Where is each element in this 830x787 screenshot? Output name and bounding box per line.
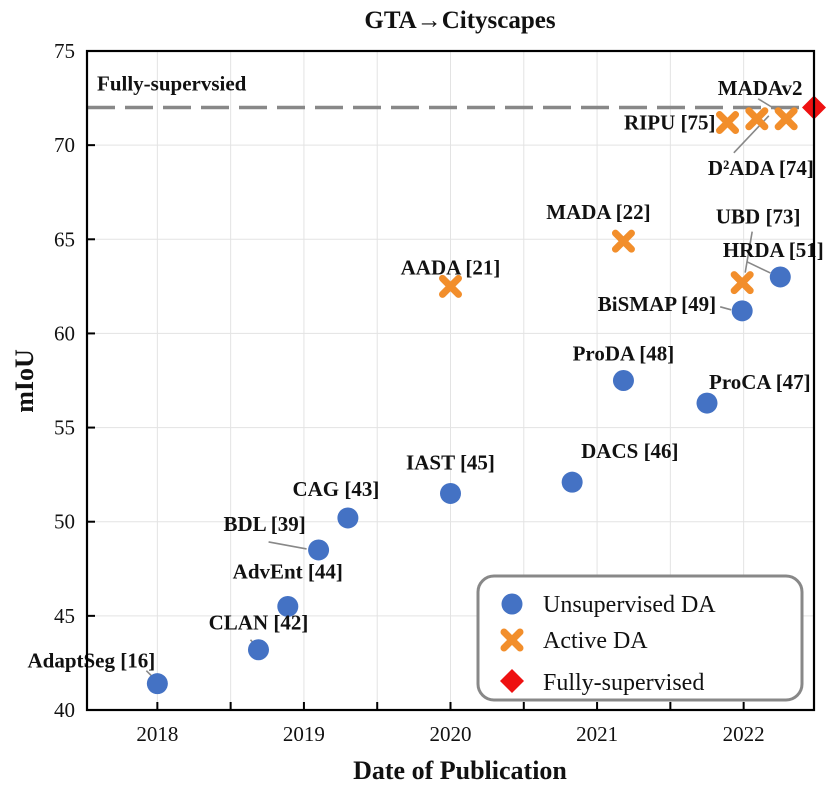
unsupervised-da-point-proda-48-label: ProDA [48] [573,342,675,366]
x-tick-label: 2019 [283,722,325,746]
unsupervised-da-point-cag-43-label: CAG [43] [292,477,379,501]
legend-marker-unsupervised-da [501,593,523,615]
grid [87,51,814,710]
legend-label-unsupervised-da: Unsupervised DA [543,592,716,618]
x-axis-title: Date of Publication [353,756,567,785]
y-tick-label: 65 [54,227,75,251]
unsupervised-da-point-hrda-51 [769,266,791,288]
legend-marker-active-da [500,628,524,652]
active-da-point-ubd-73-leader [744,231,753,273]
unsupervised-da-point-dacs-46-label: DACS [46] [581,439,678,463]
point-labels: AdaptSeg [16] CLAN [42] AdvEnt [44] BDL [39… [27,76,823,673]
y-tick-label: 45 [54,604,75,628]
unsupervised-da-point-bismap-49 [731,300,753,322]
y-tick-label: 40 [54,698,75,722]
x-tick-label: 2022 [723,722,765,746]
active-da-point-ripu-75-label: RIPU [75] [624,111,716,135]
unsupervised-da-point-bismap-49-label: BiSMAP [49] [598,292,716,316]
data-marks [146,95,826,695]
active-da-point-d-ada-74-stroke [745,107,769,131]
legend-label-fully-supervised: Fully-supervised [543,670,704,696]
active-da-point-ubd-73-label: UBD [73] [716,205,801,229]
legend-marker-active-da-stroke [500,628,524,652]
y-tick-label: 55 [54,416,75,440]
active-da-point-ubd-73 [730,271,754,295]
unsupervised-da-point-dacs-46 [561,471,583,493]
unsupervised-da-point-adaptseg-16 [146,673,168,695]
unsupervised-da-point-clan-42 [247,639,269,661]
unsupervised-da-point-proda-48 [612,370,634,391]
active-da-point-aada-21 [439,274,462,298]
active-da-point-d-ada-74 [745,107,769,131]
unsupervised-da-point-advent-44-label: AdvEnt [44] [233,559,343,583]
active-da-point-aada-21-label: AADA [21] [401,255,501,279]
active-da-point-aada-21-stroke [439,274,462,298]
y-tick-label: 60 [54,321,75,345]
x-tick-label: 2018 [136,722,178,746]
active-da-point-ubd-73-stroke [730,271,754,295]
unsupervised-da-point-proca-47 [696,392,718,414]
unsupervised-da-point-iast-45-label: IAST [45] [406,450,495,474]
active-da-point-ripu-75 [716,111,740,135]
unsupervised-da-point-advent-44 [277,595,299,617]
legend-box [476,574,804,702]
legend-markers [500,593,524,693]
legend-marker-fully-supervised [500,669,524,693]
active-da-point-mada-22-stroke [611,229,635,253]
active-da-point-d-ada-74-label: D²ADA [74] [708,156,814,180]
y-axis-title: mIoU [10,349,39,413]
fully-supervised-line-label: Fully-supervsied [97,71,247,95]
active-da-point-madav2 [774,107,798,131]
legend: Unsupervised DA Active DA Fully-supervis… [476,574,804,702]
x-tick-label: 2020 [430,722,472,746]
legend-label-active-da: Active DA [543,628,648,654]
y-tick-label: 70 [54,133,75,157]
y-tick-label: 75 [54,39,75,63]
unsupervised-da-point-bismap-49-leader [719,306,732,311]
unsupervised-da-point-adaptseg-16-label: AdaptSeg [16] [27,649,155,673]
active-da-point-madav2-stroke [774,107,798,131]
active-da-point-ripu-75-stroke [716,111,740,135]
chart-title: GTA→Cityscapes [364,7,555,34]
unsupervised-da-point-proca-47-label: ProCA [47] [709,370,811,394]
reference-line: Fully-supervsied [87,71,814,110]
unsupervised-da-point-cag-43 [337,507,359,529]
unsupervised-da-point-bdl-39 [308,539,330,561]
active-da-point-mada-22 [611,229,635,253]
unsupervised-da-point-hrda-51-leader [746,261,771,274]
unsupervised-da-point-hrda-51-label: HRDA [51] [723,238,824,262]
axis-ticks [87,50,745,711]
unsupervised-da-point-iast-45 [440,482,461,504]
y-tick-label: 50 [54,510,75,534]
x-tick-label: 2021 [576,722,618,746]
unsupervised-da-point-bdl-39-label: BDL [39] [223,512,305,536]
tick-labels: 2018 2019 2020 2021 2022 40 45 50 55 60 65 70 75 [54,39,765,746]
active-da-point-madav2-label: MADAv2 [718,76,803,100]
active-da-point-mada-22-label: MADA [22] [546,200,650,224]
unsupervised-da-point-clan-42-label: CLAN [42] [209,611,309,635]
unsupervised-da-point-bdl-39-leader [268,541,307,550]
